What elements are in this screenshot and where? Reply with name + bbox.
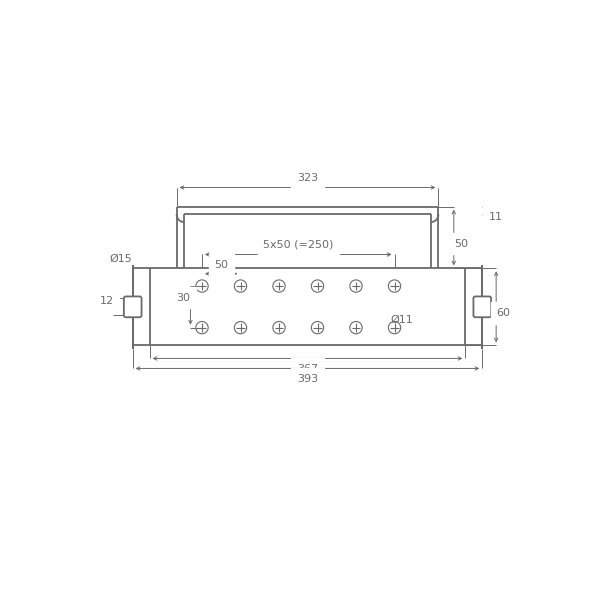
Text: 50: 50 xyxy=(214,260,228,270)
Text: Ø15: Ø15 xyxy=(110,253,133,263)
Text: 11: 11 xyxy=(488,212,502,222)
Text: 50: 50 xyxy=(454,239,468,249)
Text: 323: 323 xyxy=(297,173,318,183)
Text: 30: 30 xyxy=(176,293,190,302)
Text: 12: 12 xyxy=(100,296,113,305)
Text: 5x50 (=250): 5x50 (=250) xyxy=(263,240,334,250)
FancyBboxPatch shape xyxy=(473,296,491,317)
Text: 60: 60 xyxy=(496,308,510,318)
Text: 393: 393 xyxy=(297,374,318,384)
Text: 367: 367 xyxy=(297,364,318,374)
FancyBboxPatch shape xyxy=(124,296,142,317)
Text: Ø11: Ø11 xyxy=(390,315,413,325)
